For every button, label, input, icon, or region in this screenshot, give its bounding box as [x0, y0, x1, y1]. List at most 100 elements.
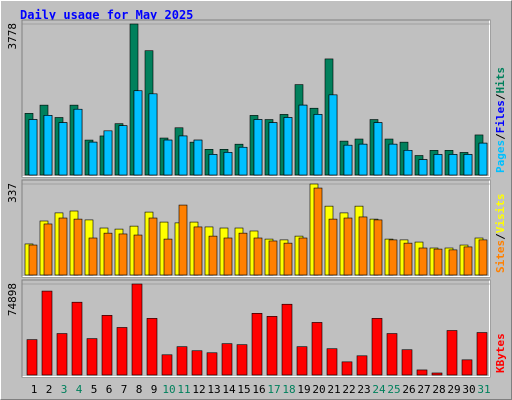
- legend-separator: /: [494, 93, 507, 100]
- legend-entry: Sites: [494, 240, 507, 273]
- bar: [133, 234, 143, 276]
- bar: [193, 226, 203, 276]
- bar: [236, 344, 248, 376]
- x-tick-label: 14: [222, 383, 236, 396]
- bar: [58, 217, 68, 276]
- bar: [463, 246, 473, 276]
- bar: [88, 237, 98, 276]
- x-tick-label: 16: [252, 383, 265, 396]
- bar: [298, 104, 308, 176]
- bar: [56, 333, 68, 376]
- bar: [433, 248, 443, 276]
- x-tick-label: 24: [372, 383, 386, 396]
- x-tick-label: 6: [106, 383, 113, 396]
- x-tick-label: 9: [151, 383, 158, 396]
- bar: [193, 139, 203, 176]
- x-tick-label: 15: [237, 383, 250, 396]
- bar: [41, 290, 53, 376]
- y-tick-label: 337: [6, 183, 19, 203]
- bar: [208, 235, 218, 276]
- bar: [386, 333, 398, 376]
- bar: [358, 143, 368, 176]
- x-tick-label: 1: [31, 383, 38, 396]
- bar: [418, 159, 428, 176]
- bar: [238, 146, 248, 176]
- bar: [328, 218, 338, 276]
- legend: Pages/Files/Hits: [494, 67, 507, 173]
- bar: [268, 122, 278, 176]
- bar: [86, 338, 98, 376]
- bar: [313, 187, 323, 276]
- x-tick-label: 26: [402, 383, 415, 396]
- x-tick-label: 13: [207, 383, 220, 396]
- bar: [266, 316, 278, 376]
- bar: [343, 144, 353, 176]
- bar: [478, 142, 488, 176]
- bar: [313, 114, 323, 176]
- bar: [161, 354, 173, 376]
- x-tick-label: 8: [136, 383, 143, 396]
- bar: [28, 119, 38, 176]
- bar: [341, 361, 353, 376]
- bar: [178, 135, 188, 176]
- bar: [223, 237, 233, 276]
- bar: [73, 108, 83, 176]
- x-tick-label: 17: [267, 383, 280, 396]
- x-tick-label: 30: [462, 383, 475, 396]
- bar: [326, 348, 338, 376]
- x-tick-label: 18: [282, 383, 295, 396]
- bar: [28, 244, 38, 276]
- bar: [221, 343, 233, 376]
- bar: [388, 143, 398, 176]
- x-tick-label: 22: [342, 383, 355, 396]
- bar: [101, 315, 113, 376]
- bar: [176, 346, 188, 376]
- bar: [403, 242, 413, 276]
- bar: [26, 339, 38, 376]
- bar: [463, 154, 473, 176]
- bar: [253, 119, 263, 176]
- legend-entry: Pages: [494, 140, 507, 173]
- bar: [388, 239, 398, 276]
- x-tick-label: 20: [312, 383, 325, 396]
- legend: KBytes: [494, 333, 507, 373]
- panel-highlight: [22, 280, 490, 377]
- bar: [281, 303, 293, 376]
- bar: [358, 216, 368, 276]
- bar: [401, 349, 413, 376]
- x-tick-label: 5: [91, 383, 98, 396]
- bar: [416, 369, 428, 376]
- bar: [146, 318, 158, 376]
- bar: [298, 237, 308, 276]
- x-tick-label: 10: [162, 383, 175, 396]
- bar: [251, 313, 263, 376]
- bar: [268, 240, 278, 276]
- bar: [71, 301, 83, 376]
- bar: [208, 154, 218, 176]
- x-tick-label: 29: [447, 383, 460, 396]
- bar: [448, 249, 458, 276]
- bar: [373, 122, 383, 176]
- bar: [476, 332, 488, 376]
- legend-entry: Visits: [494, 194, 507, 234]
- legend-separator: /: [494, 133, 507, 140]
- bar: [148, 217, 158, 276]
- x-tick-label: 3: [61, 383, 68, 396]
- x-tick-label: 2: [46, 383, 53, 396]
- x-tick-label: 11: [177, 383, 190, 396]
- bar: [371, 318, 383, 376]
- bar: [103, 232, 113, 276]
- bar: [118, 233, 128, 276]
- bar: [118, 125, 128, 176]
- bar: [461, 359, 473, 376]
- x-tick-label: 4: [76, 383, 83, 396]
- x-tick-label: 21: [327, 383, 340, 396]
- bar: [131, 283, 143, 376]
- x-tick-label: 12: [192, 383, 205, 396]
- bar: [238, 232, 248, 276]
- bar: [163, 238, 173, 276]
- legend-separator: /: [494, 233, 507, 240]
- bar: [88, 141, 98, 176]
- y-tick-label: 74898: [6, 283, 19, 316]
